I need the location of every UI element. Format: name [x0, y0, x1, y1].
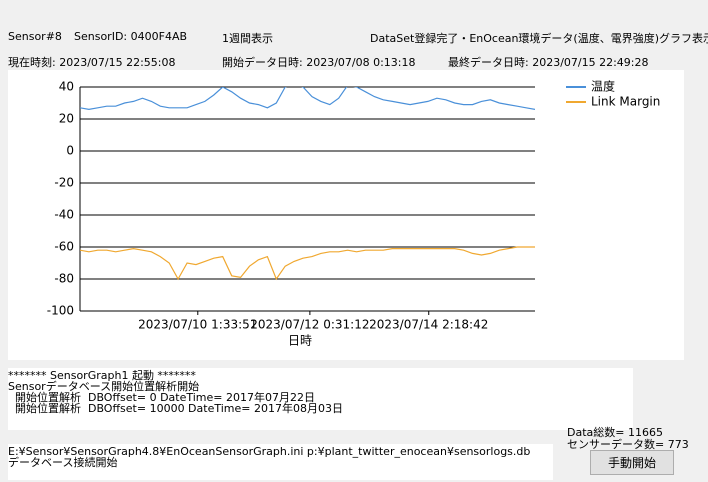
chart: 日時 40 20 0 -20 -40 -60 -80 -100 2023/07/10 1:33:… — [8, 70, 684, 360]
sensor-id: SensorID: 0400F4AB — [74, 30, 188, 43]
log-line: Sensorデータベース開始位置解析開始 — [8, 380, 200, 393]
x-tick-label: 2023/07/12 0:31:12 — [250, 318, 369, 332]
y-tick-label: -60 — [54, 240, 74, 254]
log-line: ******* SensorGraph1 起動 ******* — [8, 369, 196, 382]
period: 1週間表示 — [222, 32, 273, 45]
x-axis-label: 日時 — [288, 334, 312, 348]
legend-label: Link Margin — [591, 95, 660, 109]
x-tick-label: 2023/07/14 2:18:42 — [369, 318, 488, 332]
status: DataSet登録完了・EnOcean環境データ(温度、電界強度)グラフ表示完 — [370, 32, 708, 45]
total: Data総数= 11665 — [567, 426, 663, 439]
legend-label: 温度 — [591, 79, 615, 94]
y-tick-label: -100 — [47, 304, 74, 318]
sensor: Sensor#8 — [8, 30, 62, 43]
log-line: 開始位置解析 DBOffset= 10000 DateTime= 2017年08… — [8, 402, 343, 415]
y-tick-label: 40 — [59, 80, 74, 94]
y-tick-label: -80 — [54, 272, 74, 286]
y-tick-label: -20 — [54, 176, 74, 190]
manual-start-button[interactable]: 手動開始 — [590, 450, 674, 475]
now: 現在時刻: 2023/07/15 22:55:08 — [8, 56, 176, 69]
last: 最終データ日時: 2023/07/15 22:49:28 — [448, 56, 649, 69]
start: 開始データ日時: 2023/07/08 0:13:18 — [222, 56, 416, 69]
log-line: 開始位置解析 DBOffset= 0 DateTime= 2017年07月22日 — [8, 391, 315, 404]
log-line: データベース接続開始 — [8, 456, 118, 469]
sensor-count: センサーデータ数= 773 — [567, 438, 689, 451]
x-tick-label: 2023/07/10 1:33:51 — [138, 318, 257, 332]
y-tick-label: 0 — [66, 144, 74, 158]
y-tick-label: -40 — [54, 208, 74, 222]
series-line — [80, 87, 535, 111]
log-line: E:¥Sensor¥SensorGraph4.8¥EnOceanSensorGr… — [8, 445, 531, 458]
log-box: ******* SensorGraph1 起動 ******* Sensorデータ… — [8, 368, 633, 430]
log-box-2: E:¥Sensor¥SensorGraph4.8¥EnOceanSensorGr… — [8, 444, 553, 480]
y-tick-label: 20 — [59, 112, 74, 126]
series-line — [80, 246, 535, 281]
